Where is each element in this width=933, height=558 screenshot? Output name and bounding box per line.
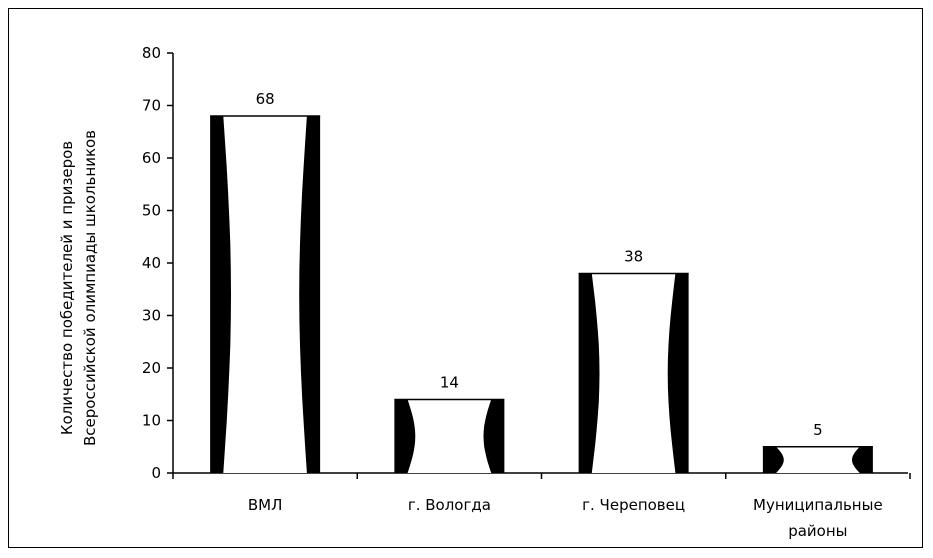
bar-inner-fill [591,273,676,473]
bar-inner-fill [407,399,492,473]
category-label: г. Вологда [408,496,491,514]
y-axis-title: Количество победителей и призеров Всерос… [58,130,99,446]
x-axis [172,472,911,479]
data-labels: 68 14 38 5 [256,90,823,439]
y-tick-label: 0 [151,464,161,482]
category-label: ВМЛ [248,496,283,514]
data-label: 5 [813,421,823,439]
y-tick-label: 40 [142,254,161,272]
category-label: Муниципальные [753,496,883,514]
y-tick-label: 30 [142,307,161,325]
category-label: районы [788,522,847,540]
y-axis: 0 10 20 30 40 50 60 70 80 [142,44,174,482]
bar [210,115,321,473]
y-tick-label: 10 [142,412,161,430]
data-label: 68 [256,90,275,108]
y-axis-title-line-1: Количество победителей и призеров [58,141,76,435]
y-tick-label: 20 [142,359,161,377]
y-tick-label: 80 [142,44,161,62]
bars [210,115,873,473]
category-labels: ВМЛ г. Вологда г. Череповец Муниципальные ра… [248,496,883,540]
y-tick-label: 60 [142,149,161,167]
y-tick-label: 50 [142,202,161,220]
bar-inner-fill [776,446,860,473]
data-label: 14 [440,374,459,392]
bar [578,272,689,473]
bar-inner-fill [223,116,307,473]
category-label: г. Череповец [582,496,685,514]
data-label: 38 [624,248,643,266]
y-tick-label: 70 [142,97,161,115]
bar [762,446,873,473]
bar [394,398,505,473]
y-axis-title-line-2: Всероссийской олимпиады школьников [81,130,99,446]
